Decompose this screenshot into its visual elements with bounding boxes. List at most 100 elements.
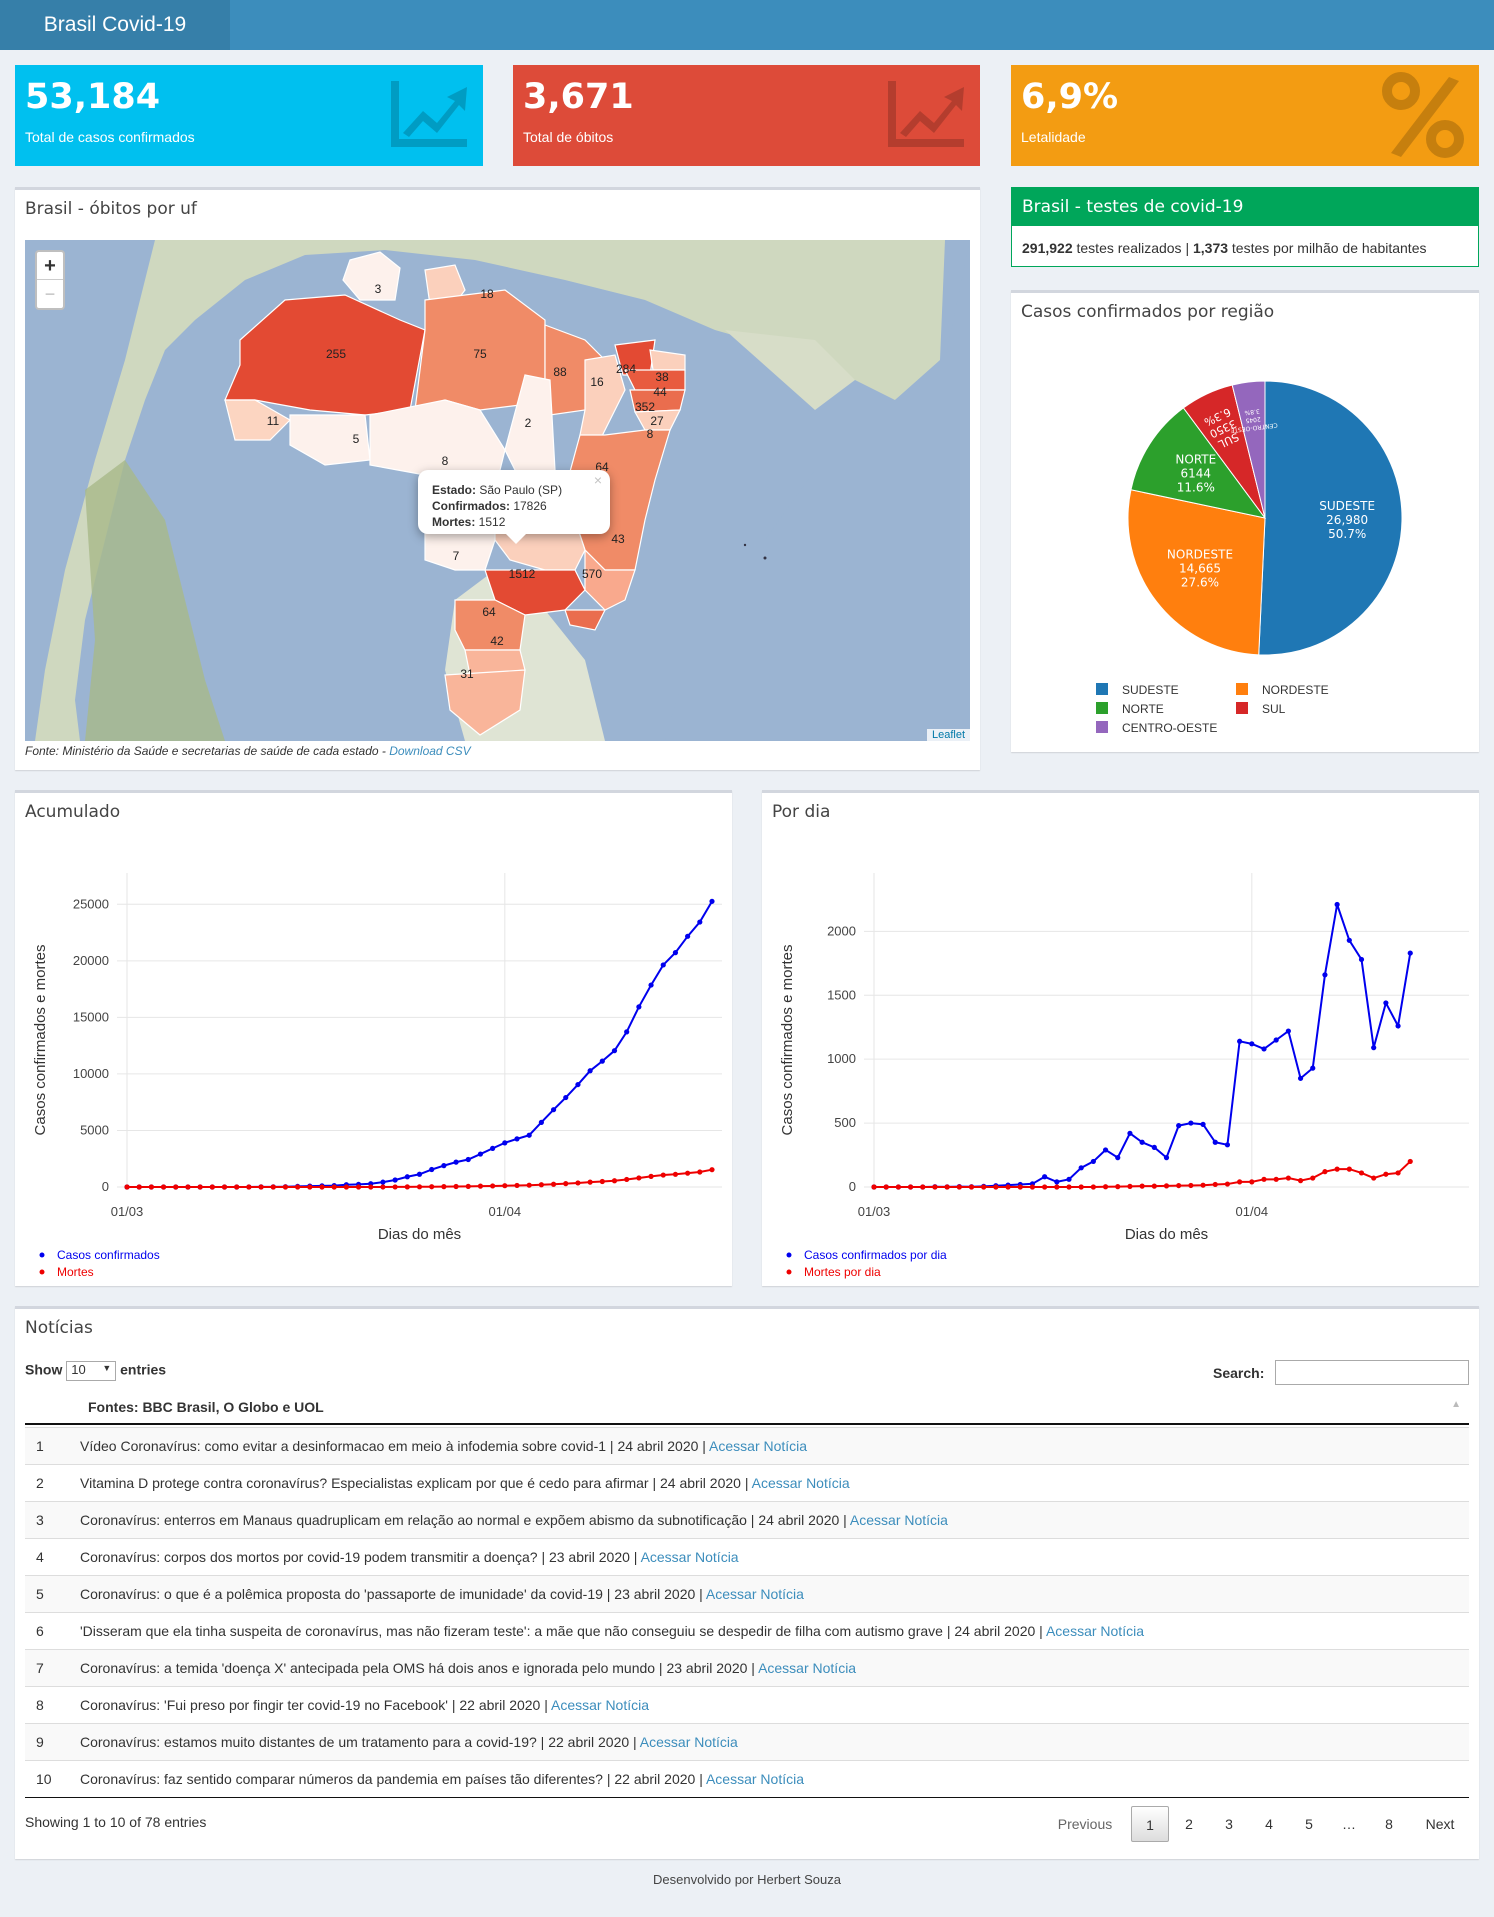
entries-select[interactable]: 10 ▼: [66, 1361, 116, 1381]
data-point[interactable]: [1359, 1170, 1364, 1175]
data-point[interactable]: [1298, 1076, 1303, 1081]
data-point[interactable]: [478, 1184, 483, 1189]
data-point[interactable]: [368, 1184, 373, 1189]
data-point[interactable]: [1213, 1140, 1218, 1145]
data-point[interactable]: [210, 1184, 215, 1189]
data-point[interactable]: [1335, 1167, 1340, 1172]
data-point[interactable]: [453, 1160, 458, 1165]
data-point[interactable]: [539, 1182, 544, 1187]
data-point[interactable]: [1383, 1000, 1388, 1005]
data-point[interactable]: [661, 1172, 666, 1177]
data-point[interactable]: [283, 1184, 288, 1189]
news-link[interactable]: Acessar Notícia: [551, 1697, 649, 1713]
data-point[interactable]: [356, 1184, 361, 1189]
page-button[interactable]: 4: [1250, 1806, 1288, 1842]
data-point[interactable]: [527, 1133, 532, 1138]
data-point[interactable]: [648, 982, 653, 987]
data-point[interactable]: [1371, 1045, 1376, 1050]
data-point[interactable]: [575, 1180, 580, 1185]
data-point[interactable]: [466, 1157, 471, 1162]
data-point[interactable]: [1140, 1140, 1145, 1145]
previous-button[interactable]: Previous: [1045, 1806, 1125, 1842]
data-point[interactable]: [1176, 1123, 1181, 1128]
data-point[interactable]: [636, 1004, 641, 1009]
news-link[interactable]: Acessar Notícia: [641, 1549, 739, 1565]
data-point[interactable]: [1274, 1037, 1279, 1042]
data-point[interactable]: [1115, 1184, 1120, 1189]
data-point[interactable]: [478, 1151, 483, 1156]
data-point[interactable]: [332, 1184, 337, 1189]
data-point[interactable]: [1347, 938, 1352, 943]
news-link[interactable]: Acessar Notícia: [640, 1734, 738, 1750]
data-point[interactable]: [490, 1146, 495, 1151]
data-point[interactable]: [624, 1029, 629, 1034]
data-point[interactable]: [1152, 1145, 1157, 1150]
data-point[interactable]: [981, 1184, 986, 1189]
data-point[interactable]: [417, 1184, 422, 1189]
data-point[interactable]: [319, 1184, 324, 1189]
data-point[interactable]: [137, 1184, 142, 1189]
data-point[interactable]: [896, 1184, 901, 1189]
data-point[interactable]: [307, 1184, 312, 1189]
data-point[interactable]: [1054, 1179, 1059, 1184]
data-point[interactable]: [661, 962, 666, 967]
data-point[interactable]: [993, 1184, 998, 1189]
data-point[interactable]: [1261, 1046, 1266, 1051]
data-point[interactable]: [1018, 1184, 1023, 1189]
data-point[interactable]: [441, 1184, 446, 1189]
legend-item-norte[interactable]: NORTE: [1096, 702, 1164, 716]
data-point[interactable]: [1237, 1179, 1242, 1184]
data-point[interactable]: [600, 1059, 605, 1064]
data-point[interactable]: [514, 1183, 519, 1188]
data-point[interactable]: [563, 1181, 568, 1186]
data-point[interactable]: [1371, 1175, 1376, 1180]
data-point[interactable]: [969, 1184, 974, 1189]
data-point[interactable]: [1188, 1120, 1193, 1125]
column-header-fontes[interactable]: Fontes: BBC Brasil, O Globo e UOL: [88, 1399, 324, 1415]
news-link[interactable]: Acessar Notícia: [706, 1771, 804, 1787]
data-point[interactable]: [441, 1163, 446, 1168]
data-point[interactable]: [697, 919, 702, 924]
news-link[interactable]: Acessar Notícia: [706, 1586, 804, 1602]
data-point[interactable]: [429, 1167, 434, 1172]
data-point[interactable]: [1200, 1183, 1205, 1188]
data-point[interactable]: [1274, 1177, 1279, 1182]
data-point[interactable]: [1261, 1177, 1266, 1182]
data-point[interactable]: [185, 1184, 190, 1189]
data-point[interactable]: [1213, 1182, 1218, 1187]
data-point[interactable]: [1164, 1155, 1169, 1160]
data-point[interactable]: [1359, 957, 1364, 962]
news-link[interactable]: Acessar Notícia: [709, 1438, 807, 1454]
data-point[interactable]: [1127, 1131, 1132, 1136]
page-button[interactable]: 5: [1290, 1806, 1328, 1842]
data-point[interactable]: [222, 1184, 227, 1189]
table-header[interactable]: Fontes: BBC Brasil, O Globo e UOL ▲: [25, 1389, 1469, 1425]
data-point[interactable]: [502, 1140, 507, 1145]
data-point[interactable]: [1225, 1181, 1230, 1186]
leaflet-attribution[interactable]: Leaflet: [927, 729, 970, 741]
data-point[interactable]: [1298, 1178, 1303, 1183]
data-point[interactable]: [685, 1171, 690, 1176]
data-point[interactable]: [1395, 1170, 1400, 1175]
data-point[interactable]: [380, 1184, 385, 1189]
zoom-in-button[interactable]: +: [37, 252, 63, 280]
data-point[interactable]: [380, 1180, 385, 1185]
data-point[interactable]: [920, 1184, 925, 1189]
data-point[interactable]: [575, 1082, 580, 1087]
data-point[interactable]: [1103, 1147, 1108, 1152]
data-point[interactable]: [871, 1184, 876, 1189]
data-point[interactable]: [1249, 1179, 1254, 1184]
data-point[interactable]: [673, 950, 678, 955]
data-point[interactable]: [1042, 1184, 1047, 1189]
data-point[interactable]: [173, 1184, 178, 1189]
legend-item-1[interactable]: Mortes: [40, 1265, 94, 1279]
data-point[interactable]: [1408, 1159, 1413, 1164]
data-point[interactable]: [1042, 1174, 1047, 1179]
page-button[interactable]: 1: [1131, 1806, 1169, 1842]
data-point[interactable]: [1335, 902, 1340, 907]
data-point[interactable]: [1115, 1155, 1120, 1160]
next-button[interactable]: Next: [1410, 1806, 1470, 1842]
data-point[interactable]: [453, 1184, 458, 1189]
data-point[interactable]: [648, 1174, 653, 1179]
data-point[interactable]: [884, 1184, 889, 1189]
